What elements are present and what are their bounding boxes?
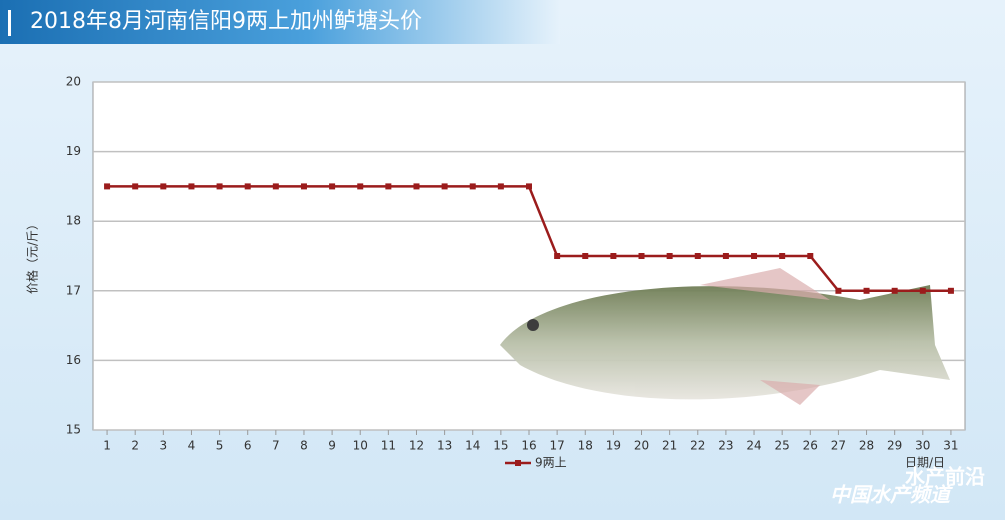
watermark: 水产前沿 bbox=[905, 465, 985, 489]
data-point bbox=[244, 183, 251, 190]
x-tick-label: 2 bbox=[131, 439, 139, 453]
x-tick-label: 3 bbox=[160, 439, 168, 453]
data-point bbox=[160, 183, 167, 190]
x-tick-label: 11 bbox=[381, 439, 396, 453]
y-tick-label: 17 bbox=[66, 283, 81, 297]
x-tick-label: 29 bbox=[887, 439, 902, 453]
data-point bbox=[751, 253, 758, 259]
x-tick-label: 5 bbox=[216, 439, 224, 453]
data-point bbox=[694, 253, 701, 259]
fish-illustration bbox=[500, 268, 950, 405]
x-tick-label: 15 bbox=[493, 439, 508, 453]
x-tick-label: 30 bbox=[915, 439, 930, 453]
data-point bbox=[441, 183, 448, 190]
data-point bbox=[638, 253, 645, 259]
x-tick-label: 24 bbox=[746, 439, 761, 453]
x-tick-label: 18 bbox=[578, 439, 593, 453]
data-point bbox=[188, 183, 195, 190]
y-tick-label: 16 bbox=[66, 353, 81, 367]
data-point bbox=[329, 183, 336, 190]
x-tick-label: 13 bbox=[437, 439, 452, 453]
x-tick-label: 27 bbox=[831, 439, 846, 453]
data-point bbox=[779, 253, 786, 259]
x-tick-label: 17 bbox=[549, 439, 564, 453]
data-point bbox=[216, 183, 223, 190]
x-axis-label: 日期/日 bbox=[905, 456, 945, 470]
data-point bbox=[582, 253, 589, 259]
x-tick-label: 25 bbox=[775, 439, 790, 453]
data-point bbox=[863, 287, 870, 294]
data-point bbox=[610, 253, 617, 259]
data-point bbox=[104, 183, 111, 190]
x-tick-label: 22 bbox=[690, 439, 705, 453]
data-point bbox=[666, 253, 673, 259]
x-tick-label: 16 bbox=[521, 439, 536, 453]
data-point bbox=[385, 183, 392, 190]
data-point bbox=[272, 183, 279, 190]
y-axis-label: 价格（元/斤） bbox=[25, 218, 40, 294]
x-tick-label: 9 bbox=[328, 439, 336, 453]
x-tick-label: 20 bbox=[634, 439, 649, 453]
data-point bbox=[947, 287, 954, 294]
y-tick-label: 18 bbox=[66, 214, 81, 228]
data-point bbox=[722, 253, 729, 259]
header-bar bbox=[0, 0, 560, 44]
data-point bbox=[807, 253, 814, 259]
x-tick-label: 8 bbox=[300, 439, 308, 453]
x-tick-label: 23 bbox=[718, 439, 733, 453]
x-tick-label: 1 bbox=[103, 439, 111, 453]
data-point bbox=[132, 183, 139, 190]
x-tick-label: 12 bbox=[409, 439, 424, 453]
data-point bbox=[469, 183, 476, 190]
legend-label: 9两上 bbox=[535, 456, 567, 470]
data-point bbox=[891, 287, 898, 294]
data-point bbox=[357, 183, 364, 190]
data-point bbox=[497, 183, 504, 190]
x-tick-label: 31 bbox=[943, 439, 958, 453]
x-tick-label: 28 bbox=[859, 439, 874, 453]
header-accent bbox=[8, 10, 11, 36]
x-tick-label: 6 bbox=[244, 439, 252, 453]
x-tick-label: 14 bbox=[465, 439, 480, 453]
data-point bbox=[413, 183, 420, 190]
watermark: 中国水产频道 bbox=[830, 483, 953, 507]
data-point bbox=[300, 183, 307, 190]
chart-title: 2018年8月河南信阳9两上加州鲈塘头价 bbox=[30, 9, 422, 34]
x-tick-label: 4 bbox=[188, 439, 196, 453]
data-point bbox=[526, 183, 532, 190]
y-tick-label: 15 bbox=[66, 423, 81, 437]
y-tick-label: 19 bbox=[66, 144, 81, 158]
y-tick-label: 20 bbox=[66, 75, 81, 89]
data-point bbox=[554, 253, 561, 259]
x-tick-label: 19 bbox=[606, 439, 621, 453]
x-tick-label: 10 bbox=[353, 439, 368, 453]
x-tick-label: 7 bbox=[272, 439, 280, 453]
x-tick-label: 21 bbox=[662, 439, 677, 453]
x-tick-label: 26 bbox=[803, 439, 818, 453]
data-point bbox=[919, 287, 926, 294]
legend-marker bbox=[515, 460, 521, 466]
data-point bbox=[835, 287, 842, 294]
